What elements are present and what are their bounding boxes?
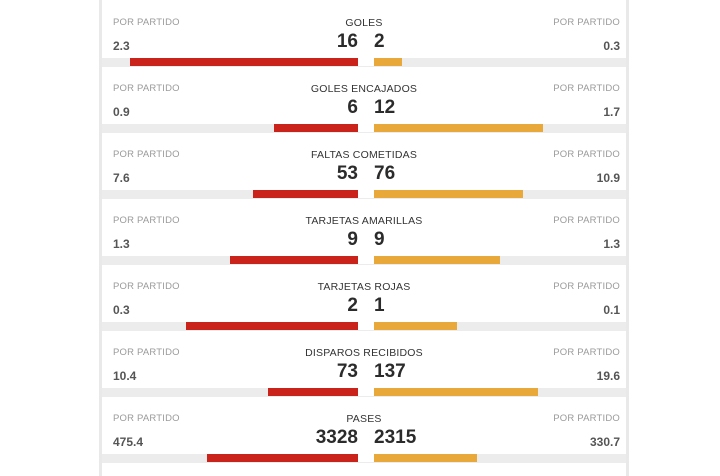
away-value: 1 (374, 295, 385, 316)
home-bar-fill (230, 256, 358, 264)
home-bar-track (102, 454, 358, 462)
stat-title: FALTAS COMETIDAS (310, 149, 418, 161)
away-bar-fill (374, 124, 543, 132)
per-match-value-home: 1.3 (113, 237, 130, 251)
home-bar-track (102, 322, 358, 330)
stat-title: PASES (346, 413, 382, 425)
per-match-label-home: POR PARTIDO (113, 17, 180, 28)
home-bar-fill (186, 322, 358, 330)
stat-title: TARJETAS AMARILLAS (305, 215, 423, 227)
away-bar-fill (374, 58, 402, 66)
home-bar-fill (206, 454, 358, 462)
away-value: 9 (374, 229, 385, 250)
away-bar-track (374, 256, 626, 264)
per-match-label-home: POR PARTIDO (113, 215, 180, 226)
per-match-value-home: 475.4 (113, 435, 144, 449)
home-value: 9 (347, 229, 358, 250)
away-value: 2 (374, 31, 385, 52)
per-match-value-away: 10.9 (596, 171, 620, 185)
per-match-label-away: POR PARTIDO (553, 83, 620, 94)
per-match-label-away: POR PARTIDO (553, 347, 620, 358)
stat-row-tarjetas-rojas: POR PARTIDO 0.3 TARJETAS ROJAS 2 1 POR P… (102, 264, 626, 331)
home-bar-track (102, 388, 358, 396)
stat-row-goles: POR PARTIDO 2.3 GOLES 16 2 POR PARTIDO 0… (102, 0, 626, 67)
per-match-label-away: POR PARTIDO (553, 17, 620, 28)
away-bar-track (374, 190, 626, 198)
per-match-value-away: 0.1 (603, 303, 620, 317)
stats-comparison-panel: POR PARTIDO 2.3 GOLES 16 2 POR PARTIDO 0… (99, 0, 629, 476)
home-bar-fill (253, 190, 358, 198)
per-match-label-away: POR PARTIDO (553, 413, 620, 424)
away-value: 76 (374, 163, 396, 184)
stat-title: GOLES (345, 17, 383, 29)
per-match-label-away: POR PARTIDO (553, 281, 620, 292)
per-match-value-home: 0.3 (113, 303, 130, 317)
per-match-value-away: 1.3 (603, 237, 620, 251)
away-bar-track (374, 124, 626, 132)
stat-title: GOLES ENCAJADOS (310, 83, 418, 95)
home-bar-track (102, 190, 358, 198)
away-bar-track (374, 58, 626, 66)
stat-row-faltas-cometidas: POR PARTIDO 7.6 FALTAS COMETIDAS 53 76 P… (102, 132, 626, 199)
home-bar-fill (130, 58, 358, 66)
away-bar-fill (374, 256, 500, 264)
home-value: 53 (336, 163, 358, 184)
per-match-label-home: POR PARTIDO (113, 413, 180, 424)
away-bar-fill (374, 190, 523, 198)
stat-row-goles-encajados: POR PARTIDO 0.9 GOLES ENCAJADOS 6 12 POR… (102, 66, 626, 133)
away-bar-track (374, 454, 626, 462)
away-bar-track (374, 388, 626, 396)
per-match-value-away: 0.3 (603, 39, 620, 53)
away-bar-fill (374, 388, 538, 396)
stat-row-pases: POR PARTIDO 475.4 PASES 3328 2315 POR PA… (102, 396, 626, 463)
home-value: 3328 (315, 427, 358, 448)
home-value: 16 (336, 31, 358, 52)
per-match-value-away: 330.7 (589, 435, 620, 449)
home-value: 2 (347, 295, 358, 316)
stat-title: DISPAROS RECIBIDOS (305, 347, 423, 359)
away-value: 137 (374, 361, 406, 382)
home-bar-track (102, 256, 358, 264)
stat-row-disparos-recibidos: POR PARTIDO 10.4 DISPAROS RECIBIDOS 73 1… (102, 330, 626, 397)
home-bar-track (102, 124, 358, 132)
per-match-label-home: POR PARTIDO (113, 149, 180, 160)
home-bar-track (102, 58, 358, 66)
stat-row-tarjetas-amarillas: POR PARTIDO 1.3 TARJETAS AMARILLAS 9 9 P… (102, 198, 626, 265)
away-value: 2315 (374, 427, 417, 448)
per-match-label-away: POR PARTIDO (553, 149, 620, 160)
per-match-label-home: POR PARTIDO (113, 347, 180, 358)
per-match-label-home: POR PARTIDO (113, 83, 180, 94)
stat-title: TARJETAS ROJAS (317, 281, 411, 293)
home-value: 6 (347, 97, 358, 118)
per-match-label-home: POR PARTIDO (113, 281, 180, 292)
away-bar-track (374, 322, 626, 330)
away-bar-fill (374, 322, 458, 330)
home-bar-fill (268, 388, 358, 396)
home-value: 73 (336, 361, 358, 382)
away-bar-fill (374, 454, 478, 462)
home-bar-fill (273, 124, 358, 132)
per-match-value-home: 0.9 (113, 105, 130, 119)
per-match-value-home: 2.3 (113, 39, 130, 53)
per-match-value-away: 19.6 (596, 369, 620, 383)
per-match-value-away: 1.7 (603, 105, 620, 119)
per-match-label-away: POR PARTIDO (553, 215, 620, 226)
per-match-value-home: 7.6 (113, 171, 130, 185)
away-value: 12 (374, 97, 396, 118)
per-match-value-home: 10.4 (113, 369, 137, 383)
